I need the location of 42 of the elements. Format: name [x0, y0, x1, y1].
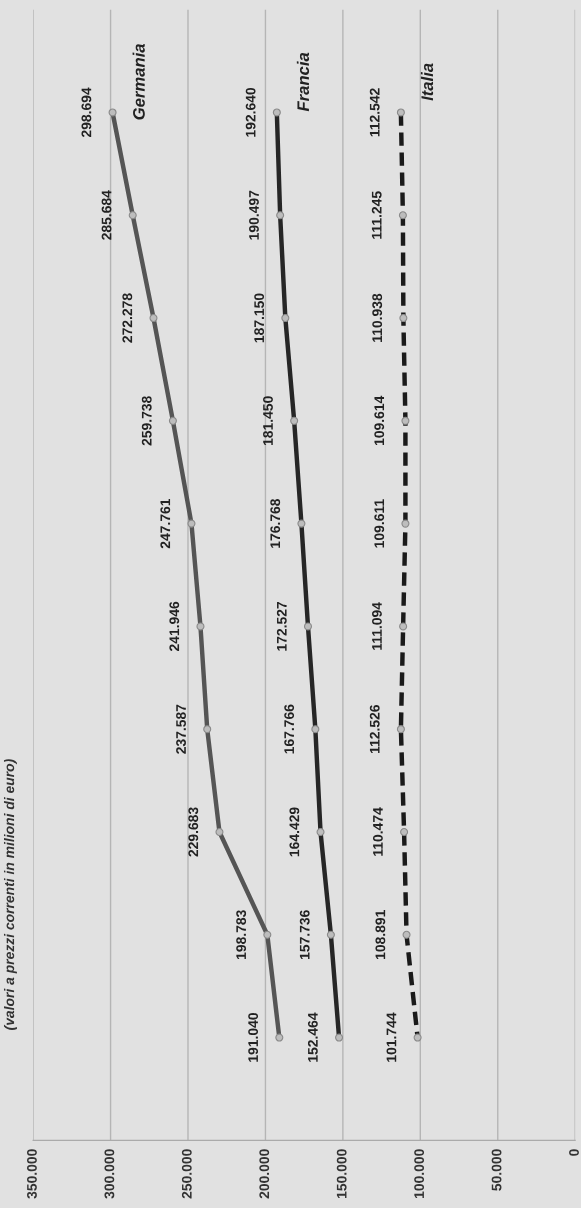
data-label: 108.891	[375, 910, 386, 959]
x-tick-label: 150.000	[336, 1149, 347, 1199]
data-label: 285.684	[101, 190, 112, 240]
text: Italia	[420, 63, 434, 101]
data-label: 181.450	[263, 396, 273, 446]
data-label: 229.683	[188, 807, 199, 857]
data-label: 110.474	[372, 807, 383, 856]
data-label: 259.738	[141, 396, 152, 446]
data-label: 111.245	[371, 191, 382, 239]
data-label: 157.736	[299, 910, 310, 959]
data-label: 167.766	[284, 704, 295, 754]
data-label: 101.744	[386, 1012, 397, 1062]
data-label: 187.150	[254, 293, 265, 343]
x-tick-label: 350.000	[27, 1149, 37, 1199]
data-label: 237.587	[176, 704, 186, 754]
data-label: 111.094	[372, 602, 382, 650]
data-label: 112.526	[369, 704, 380, 754]
data-label: 298.694	[81, 87, 92, 138]
data-label: 247.761	[160, 498, 171, 549]
x-tick-label: 50.000	[491, 1149, 502, 1191]
data-label: 164.429	[289, 807, 300, 857]
data-label: 152.464	[307, 1012, 318, 1062]
data-label: 109.614	[374, 395, 385, 446]
data-label: 190.497	[249, 190, 259, 240]
x-tick-label: 200.000	[259, 1149, 270, 1199]
data-label: 198.783	[236, 910, 247, 959]
data-label: 241.946	[169, 601, 180, 652]
data-label: 192.640	[245, 87, 256, 137]
text: (valori a prezzi correnti in milioni di euro)	[3, 759, 17, 1030]
x-tick-label: 100.000	[414, 1149, 425, 1199]
data-label: 110.938	[372, 293, 383, 342]
data-label: 109.611	[374, 499, 385, 548]
x-tick-label: 0	[569, 1149, 579, 1156]
data-label: 176.768	[270, 498, 281, 548]
text: Francia	[296, 52, 310, 112]
data-label: 191.040	[248, 1013, 259, 1062]
text: Germania	[132, 43, 145, 120]
data-label: 172.527	[276, 601, 287, 651]
data-label: 112.542	[369, 88, 380, 137]
x-tick-label: 300.000	[104, 1149, 115, 1199]
data-label: 272.278	[122, 293, 133, 343]
x-tick-label: 250.000	[181, 1149, 192, 1199]
